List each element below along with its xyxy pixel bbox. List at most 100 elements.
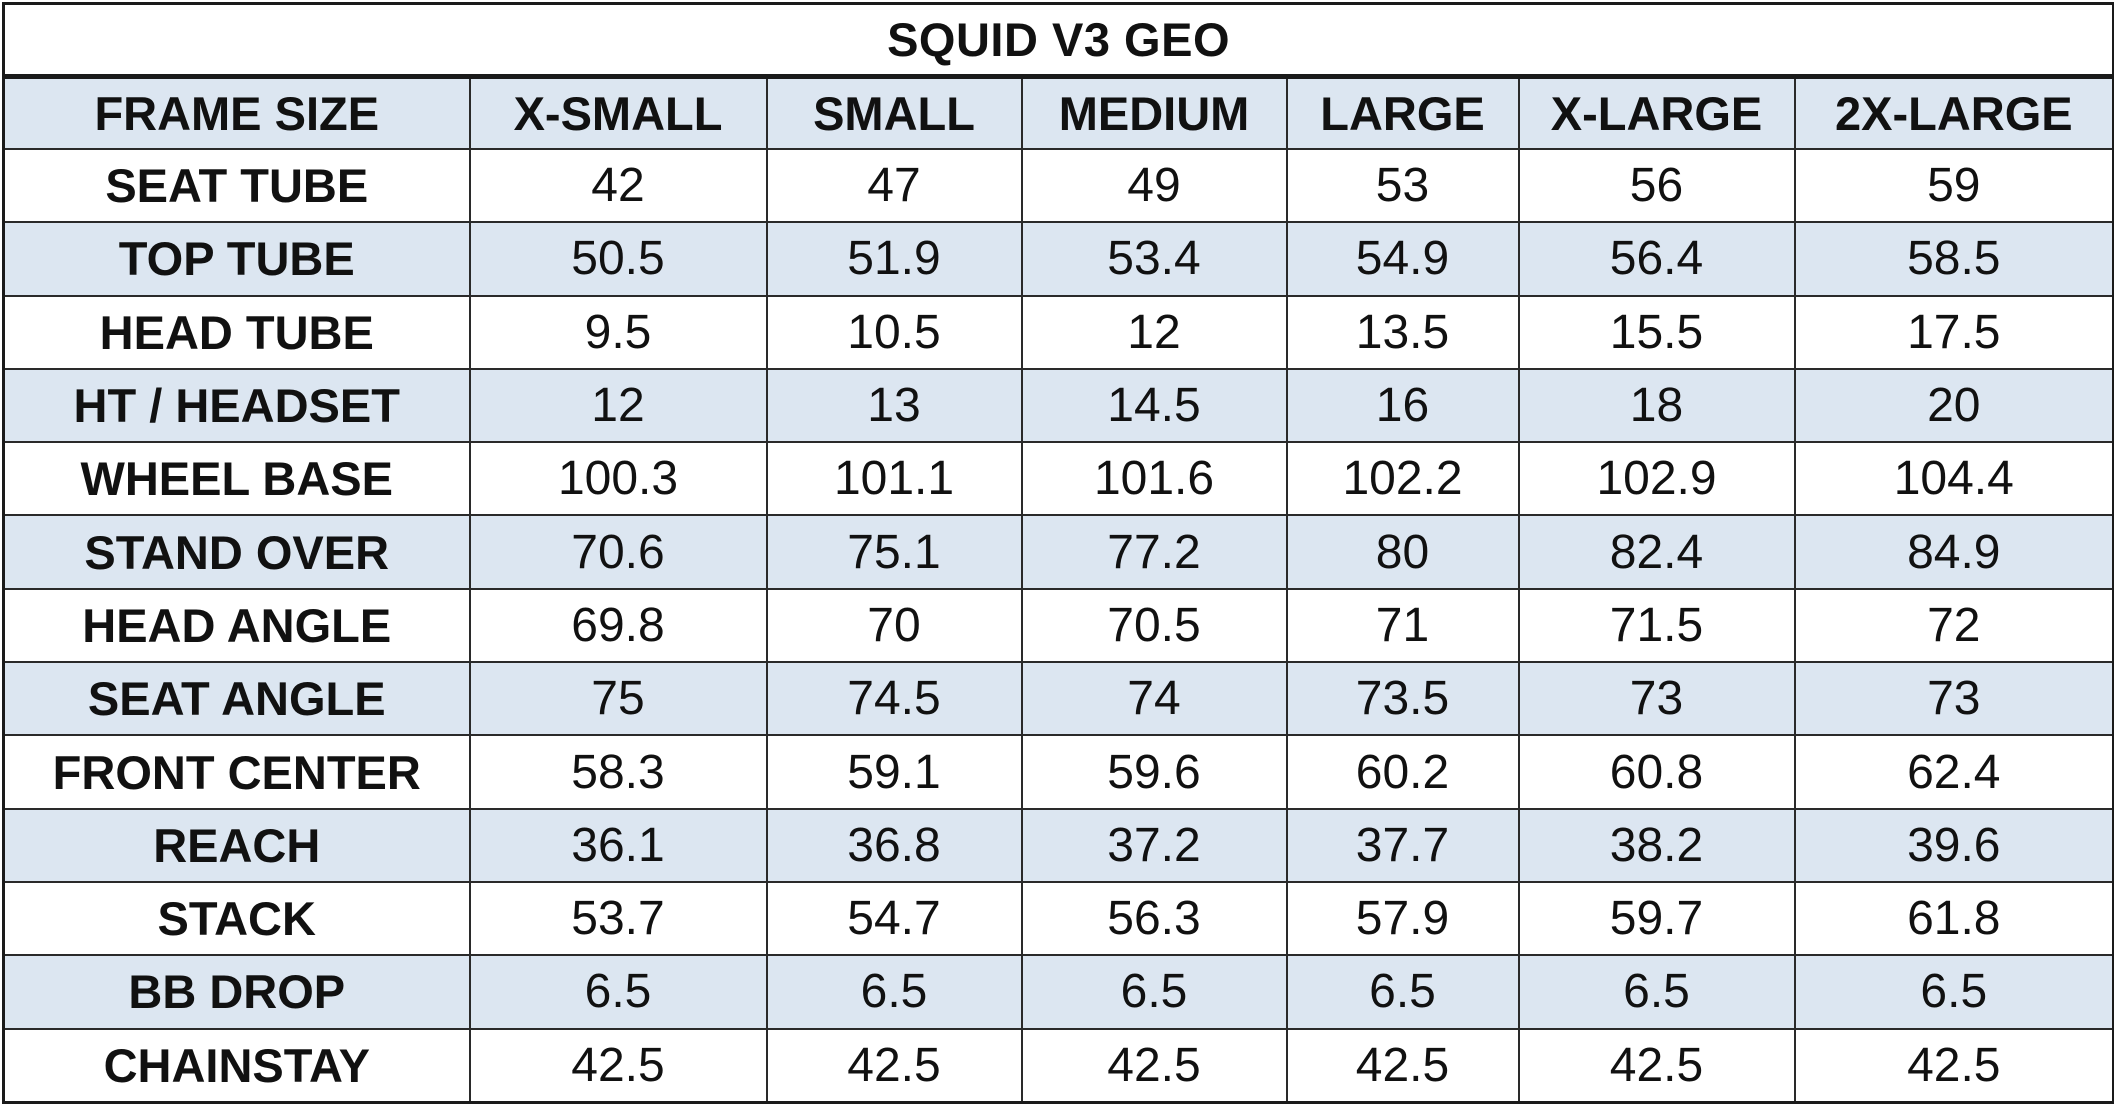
row-label: REACH	[2, 807, 471, 883]
row-label: SEAT TUBE	[2, 147, 471, 224]
table-cell: 42.5	[765, 1027, 1023, 1104]
table-cell: 53.4	[1020, 221, 1288, 297]
table-cell: 54.9	[1285, 221, 1520, 297]
table-cell: 16	[1285, 367, 1520, 444]
title-row: SQUID V3 GEO	[2, 2, 2114, 79]
table-cell: 71	[1285, 587, 1520, 664]
table-body: SEAT TUBE 42 47 49 53 56 59 TOP TUBE 50.5 51.9 53.…	[2, 147, 2114, 1104]
table-cell: 42.5	[1793, 1027, 2114, 1104]
row-label: BB DROP	[2, 954, 471, 1030]
table-cell: 101.1	[765, 441, 1023, 517]
table-cell: 6.5	[765, 954, 1023, 1030]
row-label: FRONT CENTER	[2, 734, 471, 810]
table-cell: 104.4	[1793, 441, 2114, 517]
table-cell: 20	[1793, 367, 2114, 444]
table-cell: 15.5	[1517, 294, 1796, 370]
table-cell: 61.8	[1793, 880, 2114, 957]
table-cell: 59.6	[1020, 734, 1288, 810]
table-row: HEAD TUBE 9.5 10.5 12 13.5 15.5 17.5	[2, 294, 2114, 370]
table-cell: 42	[468, 147, 768, 224]
table-cell: 6.5	[1793, 954, 2114, 1030]
table-row: TOP TUBE 50.5 51.9 53.4 54.9 56.4 58.5	[2, 221, 2114, 297]
table-row: REACH 36.1 36.8 37.2 37.7 38.2 39.6	[2, 807, 2114, 883]
table-title: SQUID V3 GEO	[2, 2, 2114, 79]
table-cell: 12	[1020, 294, 1288, 370]
table-cell: 58.5	[1793, 221, 2114, 297]
table-cell: 6.5	[1285, 954, 1520, 1030]
table-cell: 13	[765, 367, 1023, 444]
table-cell: 9.5	[468, 294, 768, 370]
table-cell: 59.1	[765, 734, 1023, 810]
table-cell: 42.5	[1517, 1027, 1796, 1104]
table-cell: 42.5	[1285, 1027, 1520, 1104]
table-cell: 14.5	[1020, 367, 1288, 444]
header-frame-size: FRAME SIZE	[2, 75, 471, 150]
table-cell: 38.2	[1517, 807, 1796, 883]
header-size-column: X-LARGE	[1517, 75, 1796, 150]
table-cell: 6.5	[468, 954, 768, 1030]
table-cell: 82.4	[1517, 514, 1796, 590]
table-cell: 50.5	[468, 221, 768, 297]
table-cell: 75	[468, 661, 768, 737]
table-cell: 56.4	[1517, 221, 1796, 297]
table-cell: 49	[1020, 147, 1288, 224]
header-row: FRAME SIZE X-SMALL SMALL MEDIUM LARGE X-LARGE…	[2, 75, 2114, 150]
table-row: CHAINSTAY 42.5 42.5 42.5 42.5 42.5 42.5	[2, 1027, 2114, 1104]
table-cell: 37.2	[1020, 807, 1288, 883]
table-cell: 71.5	[1517, 587, 1796, 664]
row-label: HEAD TUBE	[2, 294, 471, 370]
table-cell: 80	[1285, 514, 1520, 590]
table-cell: 56.3	[1020, 880, 1288, 957]
table-cell: 13.5	[1285, 294, 1520, 370]
table-cell: 59.7	[1517, 880, 1796, 957]
row-label: STAND OVER	[2, 514, 471, 590]
table-cell: 6.5	[1517, 954, 1796, 1030]
row-label: STACK	[2, 880, 471, 957]
table-cell: 18	[1517, 367, 1796, 444]
table-cell: 73	[1793, 661, 2114, 737]
table-row: SEAT TUBE 42 47 49 53 56 59	[2, 147, 2114, 224]
table-cell: 58.3	[468, 734, 768, 810]
table-cell: 57.9	[1285, 880, 1520, 957]
table-cell: 51.9	[765, 221, 1023, 297]
table-cell: 53.7	[468, 880, 768, 957]
table-cell: 36.8	[765, 807, 1023, 883]
table-cell: 100.3	[468, 441, 768, 517]
table-cell: 77.2	[1020, 514, 1288, 590]
table-row: HT / HEADSET 12 13 14.5 16 18 20	[2, 367, 2114, 444]
table-cell: 102.2	[1285, 441, 1520, 517]
table-cell: 10.5	[765, 294, 1023, 370]
header-size-column: 2X-LARGE	[1793, 75, 2114, 150]
table-cell: 12	[468, 367, 768, 444]
table-cell: 37.7	[1285, 807, 1520, 883]
row-label: SEAT ANGLE	[2, 661, 471, 737]
table-cell: 70	[765, 587, 1023, 664]
table-cell: 102.9	[1517, 441, 1796, 517]
table-cell: 70.6	[468, 514, 768, 590]
row-label: TOP TUBE	[2, 221, 471, 297]
row-label: HEAD ANGLE	[2, 587, 471, 664]
row-label: WHEEL BASE	[2, 441, 471, 517]
table-cell: 56	[1517, 147, 1796, 224]
table-cell: 60.8	[1517, 734, 1796, 810]
row-label: HT / HEADSET	[2, 367, 471, 444]
table-row: BB DROP 6.5 6.5 6.5 6.5 6.5 6.5	[2, 954, 2114, 1030]
table-row: HEAD ANGLE 69.8 70 70.5 71 71.5 72	[2, 587, 2114, 664]
header-size-column: MEDIUM	[1020, 75, 1288, 150]
table-cell: 73.5	[1285, 661, 1520, 737]
table-row: SEAT ANGLE 75 74.5 74 73.5 73 73	[2, 661, 2114, 737]
table-cell: 62.4	[1793, 734, 2114, 810]
table-row: STACK 53.7 54.7 56.3 57.9 59.7 61.8	[2, 880, 2114, 957]
table-row: WHEEL BASE 100.3 101.1 101.6 102.2 102.9 104.4	[2, 441, 2114, 517]
table-cell: 74	[1020, 661, 1288, 737]
header-size-column: LARGE	[1285, 75, 1520, 150]
table-cell: 42.5	[1020, 1027, 1288, 1104]
table-cell: 39.6	[1793, 807, 2114, 883]
table-cell: 54.7	[765, 880, 1023, 957]
table-cell: 74.5	[765, 661, 1023, 737]
table-cell: 75.1	[765, 514, 1023, 590]
table-cell: 17.5	[1793, 294, 2114, 370]
table-cell: 101.6	[1020, 441, 1288, 517]
table-cell: 72	[1793, 587, 2114, 664]
